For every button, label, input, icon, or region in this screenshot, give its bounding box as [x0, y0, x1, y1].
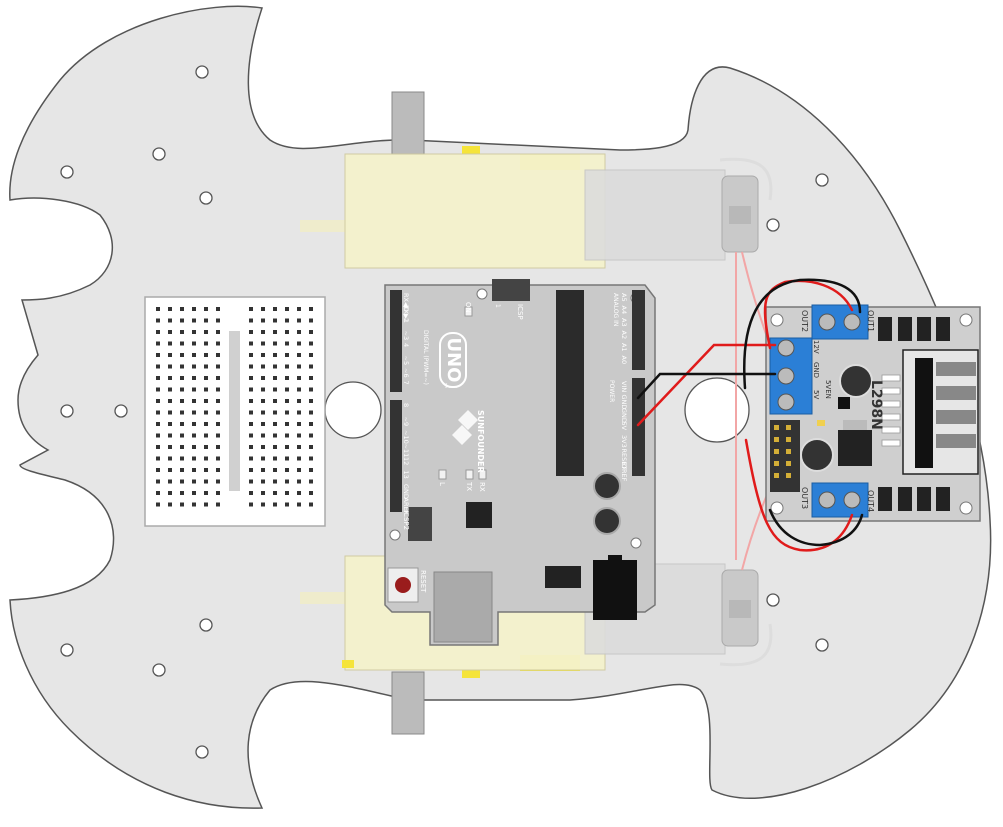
arduino-digital-label: DIGITAL (PWM=~) [422, 330, 429, 385]
rear-axle [391, 671, 425, 735]
front-axle [391, 91, 425, 155]
arduino-icsp-label: ICSP [516, 304, 524, 320]
digital-pin-label-bottom-3: ~11 [402, 444, 410, 458]
red-wire-5v [636, 343, 777, 427]
digital-pin-label-bottom-1: ~9 [402, 417, 410, 427]
power-pin-label-1: GND [620, 395, 628, 410]
digital-pin-label-bottom-7: AREF [402, 498, 410, 515]
power-pin-label-2: GND [620, 408, 628, 423]
black-wire-top-motor [743, 278, 862, 390]
arduino-l-label: L [438, 482, 446, 486]
digital-pin-label-top-6: ~6 [402, 368, 410, 378]
red-wire-top-motor [763, 279, 854, 350]
power-pin-label-0: VIN [620, 381, 628, 392]
l298n-name-label: L298N [868, 380, 884, 430]
chassis-holes [60, 65, 829, 759]
power-pin-label-3: 5V [620, 422, 628, 431]
l298n-12v-label: 12V [812, 340, 820, 354]
arduino-tx-label: TX [465, 481, 473, 491]
l298n-out3-label: OUT3 [800, 487, 809, 509]
digital-pin-label-top-7: 7 [402, 381, 410, 385]
analog-pin-label-3: A2 [620, 331, 628, 340]
arduino-rx-label: RX [478, 482, 486, 492]
analog-pin-label-2: A3 [620, 318, 628, 327]
arduino-on-label: ON [464, 302, 472, 313]
analog-pin-label-5: A0 [620, 356, 628, 365]
power-wires [636, 278, 864, 552]
arduino-model-label: UNO [443, 338, 464, 383]
l298n-out2-label: OUT2 [800, 310, 809, 332]
analog-pin-label-1: A4 [620, 306, 628, 315]
analog-pin-label-0: A5 [620, 293, 628, 302]
digital-pin-label-top-1: TX▶1 [402, 305, 410, 324]
arduino-icsp-num: 1 [494, 304, 501, 308]
power-pin-label-4: 3V3 [620, 435, 628, 448]
arduino-reset-label: RESET [419, 570, 427, 593]
digital-pin-label-bottom-2: ~10 [402, 430, 410, 444]
black-wire-bottom-motor [768, 508, 864, 547]
arduino-model-mark: ™ [440, 382, 448, 389]
digital-pin-label-bottom-4: 12 [402, 457, 410, 465]
arduino-brand-label: SUNFOUNDER [476, 410, 485, 473]
arduino-analog-label: ANALOG IN [612, 293, 619, 326]
digital-pin-label-top-3: ~3 [402, 331, 410, 341]
l298n-5ven-label: 5VEN [824, 380, 832, 399]
arduino-uno-board [384, 279, 656, 646]
l298n-5v-label: 5V [812, 390, 820, 399]
l298n-out4-label: OUT4 [866, 490, 875, 512]
digital-pin-label-bottom-0: 8 [402, 403, 410, 407]
power-pin-label-5: RESET [620, 449, 628, 470]
arduino-power-label: POWER [608, 380, 615, 402]
breadboard [144, 296, 326, 527]
l298n-gnd-label: GND [812, 362, 820, 378]
l298n-driver-board [765, 304, 981, 522]
black-wire-gnd [636, 372, 777, 400]
top-motor [300, 146, 773, 269]
digital-pin-label-top-0: RX◀0 [402, 293, 410, 311]
digital-pin-label-bottom-6: GND [402, 484, 410, 499]
power-pin-label-6: IOREF [620, 462, 628, 482]
digital-pin-label-bottom-5: 13 [402, 471, 410, 479]
digital-pin-label-top-2: 2 [402, 318, 410, 322]
l298n-out1-label: OUT1 [866, 310, 875, 332]
digital-pin-label-top-5: ~5 [402, 356, 410, 366]
analog-pin-label-4: A1 [620, 343, 628, 352]
red-wire-bottom-motor [744, 438, 854, 552]
digital-pin-label-top-4: 4 [402, 343, 410, 347]
arduino-icsp2-label: ICSP2 [402, 510, 410, 530]
